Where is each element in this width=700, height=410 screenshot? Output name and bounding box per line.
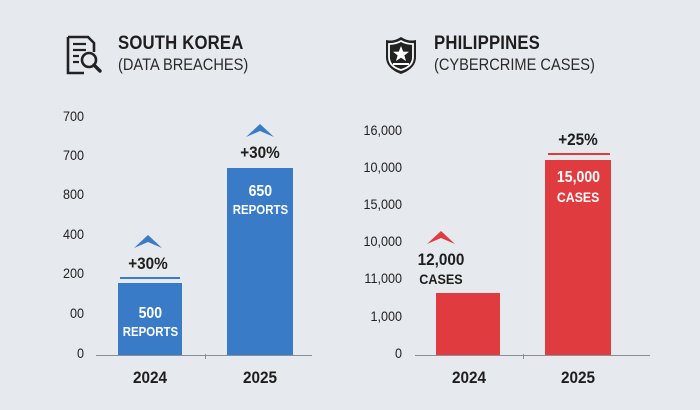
chart-subtitle: (CYBERCRIME CASES) [434, 55, 595, 74]
y-tick: 10,000 [363, 159, 402, 175]
police-badge-icon [384, 35, 418, 75]
bar-value: 15,000 [556, 169, 600, 186]
up-arrow-icon [427, 231, 455, 244]
y-tick: 200 [62, 265, 84, 281]
bar-unit: REPORTS [122, 324, 178, 339]
change-label: +30% [128, 254, 168, 273]
y-tick: 800 [62, 186, 84, 202]
y-tick: 0 [394, 345, 402, 361]
document-search-icon [64, 35, 104, 75]
bar-2024: 500 REPORTS [118, 283, 182, 355]
x-axis-line [96, 355, 312, 356]
x-label-2025: 2025 [560, 368, 596, 387]
bar-value: 500 [138, 305, 162, 322]
change-underline [120, 277, 180, 279]
y-tick: 10,000 [363, 233, 402, 249]
x-label-2025: 2025 [242, 368, 278, 387]
y-tick: 00 [69, 305, 84, 321]
bar-2024 [436, 293, 500, 355]
y-tick: 0 [76, 345, 84, 361]
bar-2025: 15,000 CASES [545, 160, 611, 355]
y-tick: 700 [62, 147, 84, 163]
bar-unit: CASES [419, 271, 463, 287]
y-tick: 700 [62, 108, 84, 124]
bar-value-label: 12,000 CASES [396, 250, 486, 288]
y-tick: 16,000 [363, 122, 402, 138]
chart-title: PHILIPPINES [434, 33, 540, 54]
y-tick: 11,000 [364, 270, 402, 286]
y-tick: 15,000 [363, 196, 402, 212]
chart-title: SOUTH KOREA [118, 33, 244, 54]
bar-value: 12,000 [417, 250, 465, 269]
bar-value: 650 [248, 183, 272, 200]
chart-header: PHILIPPINES (CYBERCRIME CASES) [384, 33, 621, 75]
change-label: +30% [240, 143, 280, 162]
axis-tick-mark [205, 354, 206, 359]
up-arrow-icon [134, 235, 162, 248]
up-arrow-icon [246, 124, 274, 137]
x-label-2024: 2024 [132, 368, 168, 387]
change-label: +25% [558, 130, 598, 149]
x-label-2024: 2024 [451, 368, 487, 387]
x-axis-line [415, 355, 650, 356]
bar-unit: CASES [556, 189, 600, 205]
philippines-chart: PHILIPPINES (CYBERCRIME CASES) 16,000 10… [350, 0, 700, 410]
bar-unit: REPORTS [232, 202, 288, 217]
axis-tick-mark [523, 354, 524, 359]
chart-subtitle: (DATA BREACHES) [118, 55, 249, 74]
bar-2025: 650 REPORTS [227, 168, 293, 355]
y-tick: 400 [62, 226, 84, 242]
y-tick: 1,000 [370, 308, 402, 324]
change-underline [548, 153, 610, 155]
south-korea-chart: SOUTH KOREA (DATA BREACHES) 700 700 800 … [62, 33, 312, 387]
chart-header: SOUTH KOREA (DATA BREACHES) [64, 33, 269, 75]
